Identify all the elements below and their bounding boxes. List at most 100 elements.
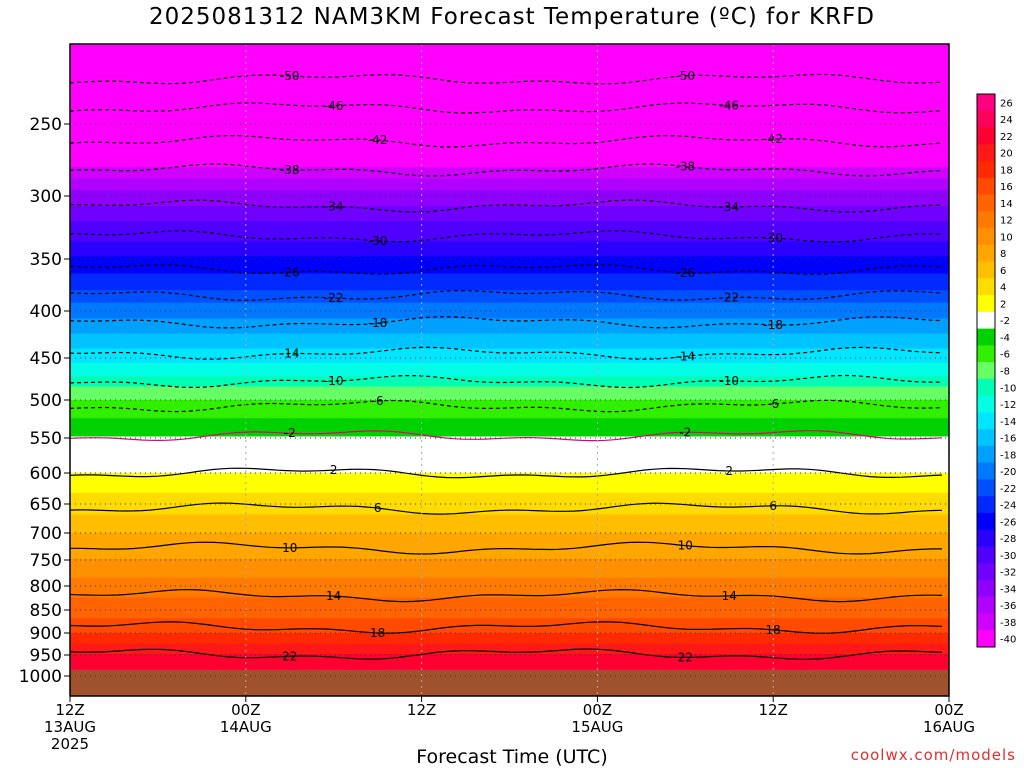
- temperature-band: [70, 502, 949, 506]
- temperature-band: [70, 221, 949, 227]
- temperature-band: [70, 558, 949, 562]
- temperature-band: [70, 657, 949, 660]
- temperature-band: [70, 403, 949, 407]
- temperature-band: [70, 318, 949, 323]
- temperature-band: [70, 601, 949, 604]
- temperature-band: [70, 563, 949, 566]
- temperature-band: [70, 329, 949, 335]
- temperature-band: [70, 627, 949, 630]
- temperature-band: [70, 161, 949, 168]
- contour-label: -46: [324, 99, 344, 113]
- plot-frame: [69, 43, 950, 697]
- colorbar-swatch: [977, 579, 995, 598]
- colorbar-label: 24: [1000, 115, 1013, 126]
- temperature-band: [70, 172, 949, 180]
- temperature-band: [70, 573, 949, 577]
- contour-label: 18: [766, 623, 781, 637]
- colorbar-label: -26: [1000, 517, 1016, 528]
- temperature-band: [70, 101, 949, 109]
- colorbar-label: 4: [1000, 283, 1006, 294]
- temperature-band: [70, 521, 949, 525]
- temperature-band: [70, 509, 949, 513]
- temperature-band: [70, 314, 949, 320]
- colorbar-swatch: [977, 295, 995, 313]
- temperature-band: [70, 599, 949, 602]
- temperature-band: [70, 640, 949, 643]
- temperature-band: [70, 311, 949, 316]
- temperature-band: [70, 132, 949, 139]
- y-tick-label: 800: [30, 577, 62, 597]
- temperature-band: [70, 415, 949, 419]
- temperature-band: [70, 294, 949, 300]
- temperature-band: [70, 587, 949, 591]
- temperature-band: [70, 456, 949, 460]
- temperature-band: [70, 352, 949, 357]
- colorbar-swatch: [977, 261, 995, 279]
- colorbar-label: -32: [1000, 568, 1016, 579]
- contour-label: -2: [284, 426, 296, 440]
- temperature-band: [70, 539, 949, 543]
- temperature-band: [70, 533, 949, 536]
- colorbar-label: 16: [1000, 182, 1013, 193]
- temperature-band: [70, 638, 949, 641]
- temperature-band: [70, 366, 949, 371]
- y-tick-label: 400: [30, 302, 62, 322]
- temperature-band: [70, 528, 949, 532]
- contour-line: [69, 199, 943, 213]
- y-tick-label: 300: [30, 187, 62, 207]
- colorbar-label: -22: [1000, 484, 1016, 495]
- temperature-band: [70, 144, 949, 151]
- colorbar-swatch: [977, 144, 995, 162]
- temperature-band: [70, 412, 949, 416]
- temperature-band: [70, 298, 949, 304]
- colorbar-swatch: [977, 211, 995, 229]
- temperature-band: [70, 400, 949, 404]
- temperature-band: [70, 409, 949, 413]
- temperature-band: [70, 306, 949, 312]
- contour-label: -50: [280, 69, 300, 83]
- temperature-band: [70, 461, 949, 466]
- temperature-band: [70, 662, 949, 665]
- colorbar-label: 12: [1000, 216, 1013, 227]
- temperature-band: [70, 453, 949, 457]
- temperature-band: [70, 82, 949, 90]
- temperature-band: [70, 261, 949, 266]
- colorbar-swatch: [977, 244, 995, 263]
- colorbar-label: -6: [1000, 350, 1010, 361]
- y-tick-label: 900: [30, 624, 62, 644]
- contour-label: -30: [763, 231, 783, 245]
- contour-label: 6: [769, 499, 777, 513]
- temperature-band: [70, 665, 949, 669]
- colorbar-swatch: [977, 395, 995, 413]
- contour-line: [70, 541, 942, 555]
- contour-label: -10: [324, 374, 344, 388]
- contour-label: -18: [763, 318, 783, 332]
- colorbar-swatch: [977, 311, 995, 330]
- contour-label: 22: [282, 649, 297, 663]
- temperature-band: [70, 389, 949, 394]
- temperature-band: [70, 167, 949, 174]
- temperature-band: [70, 667, 949, 670]
- temperature-band: [70, 477, 949, 482]
- temperature-band: [70, 427, 949, 431]
- temperature-band: [70, 155, 949, 163]
- temperature-band: [70, 505, 949, 509]
- colorbar-swatch: [977, 378, 995, 397]
- temperature-band: [70, 612, 949, 616]
- colorbar-swatch: [977, 194, 995, 212]
- temperature-band: [70, 341, 949, 346]
- temperature-band: [70, 120, 949, 128]
- temperature-band: [70, 660, 949, 664]
- y-tick-label: 600: [30, 464, 62, 484]
- colorbar-swatch: [977, 228, 995, 246]
- temperature-band: [70, 523, 949, 527]
- temperature-band: [70, 201, 949, 207]
- temperature-band: [70, 178, 949, 186]
- temperature-band: [70, 577, 949, 581]
- temperature-band: [70, 211, 949, 217]
- temperature-band: [70, 108, 949, 115]
- temperature-band: [70, 618, 949, 621]
- colorbar-label: -10: [1000, 383, 1016, 394]
- temperature-band: [70, 545, 949, 549]
- contour-label: 10: [678, 539, 693, 553]
